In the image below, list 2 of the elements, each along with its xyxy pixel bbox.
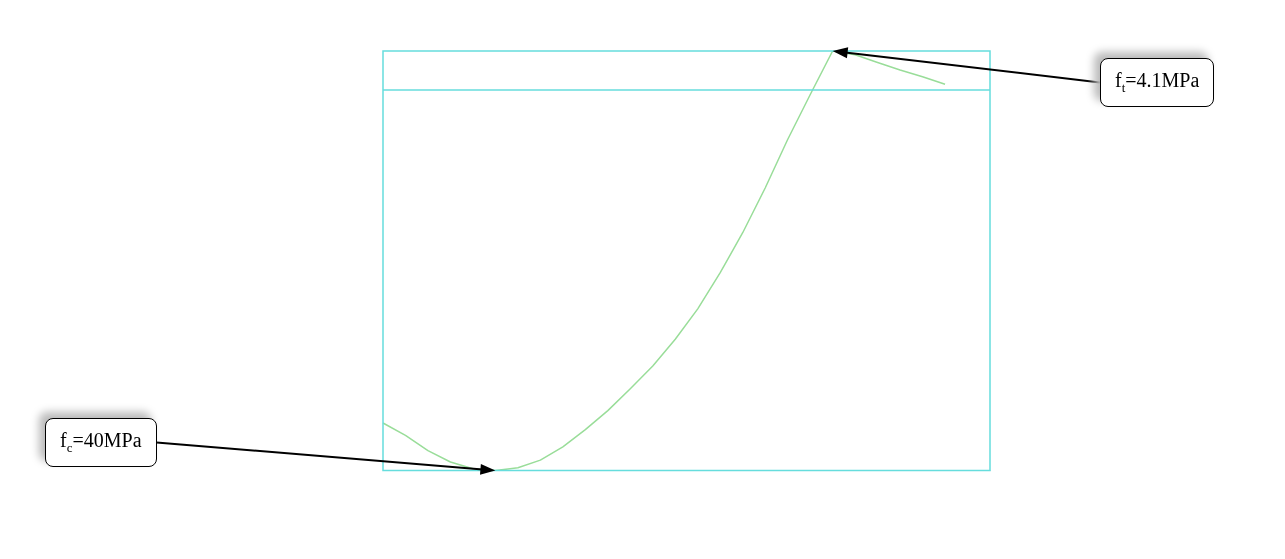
text: f$_{t}$=4.1MPa [1100,58,1215,107]
text: f$_{c}$=40MPa [45,418,157,467]
